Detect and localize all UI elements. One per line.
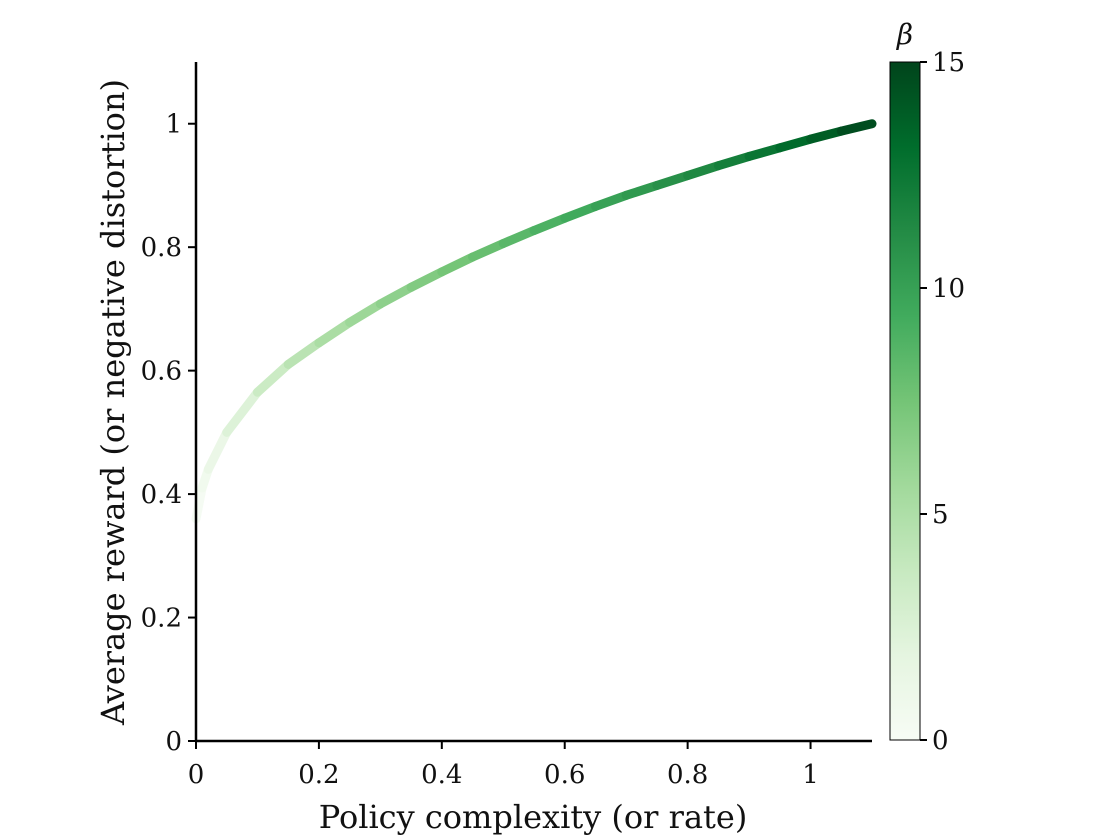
curve-segment: [406, 267, 447, 292]
colorbar-tick-label: 15: [932, 48, 965, 78]
curve-segment: [683, 161, 723, 181]
x-axis-title: Policy complexity (or rate): [319, 798, 748, 836]
y-tick-label: 0.8: [141, 233, 182, 263]
x-tick-label: 0.2: [298, 760, 339, 790]
y-tick-label: 0: [165, 727, 182, 757]
curve-segment: [498, 226, 539, 248]
y-tick-label: 0.6: [141, 357, 182, 387]
reward-complexity-curve: [191, 119, 877, 524]
curve-segment: [283, 338, 324, 369]
colorbar-tick-label: 0: [932, 726, 949, 756]
curve-segment: [713, 151, 754, 171]
x-tick-label: 0.8: [667, 760, 708, 790]
curve-segment: [652, 171, 693, 190]
colorbar-ticks: 0 5 10 15: [920, 48, 965, 756]
curve-segment: [744, 143, 785, 161]
curve-segment: [314, 317, 355, 348]
y-ticks: 0 0.2 0.4 0.6 0.8 1: [141, 110, 196, 757]
curve-segment: [621, 180, 662, 200]
curve-segment: [203, 427, 232, 474]
curve-segment: [468, 238, 508, 262]
colorbar: [889, 61, 921, 741]
curve-segment: [806, 126, 846, 144]
x-tick-label: 0.6: [544, 760, 585, 790]
colorbar-title: β: [896, 18, 913, 51]
curve-segment: [775, 134, 816, 153]
x-tick-label: 1: [802, 760, 819, 790]
x-tick-label: 0.4: [421, 760, 462, 790]
y-tick-label: 0.2: [141, 604, 182, 634]
curve-segment: [222, 387, 262, 437]
y-tick-label: 0.4: [141, 480, 182, 510]
curve-segment: [252, 359, 293, 397]
colorbar-tick-label: 10: [932, 274, 965, 304]
curve-segment: [345, 299, 385, 327]
curve-segment: [529, 213, 570, 236]
colorbar-tick-label: 5: [932, 500, 949, 530]
y-axis-title: Average reward (or negative distortion): [94, 79, 132, 726]
curve-segment: [590, 190, 631, 211]
curve-segment: [375, 282, 416, 309]
curve-segment: [560, 201, 600, 223]
y-tick-label: 1: [165, 110, 182, 140]
x-ticks: 0 0.2 0.4 0.6 0.8 1: [188, 741, 819, 790]
x-tick-label: 0: [188, 760, 205, 790]
curve-segment: [836, 119, 877, 136]
curve-segment: [437, 252, 478, 277]
